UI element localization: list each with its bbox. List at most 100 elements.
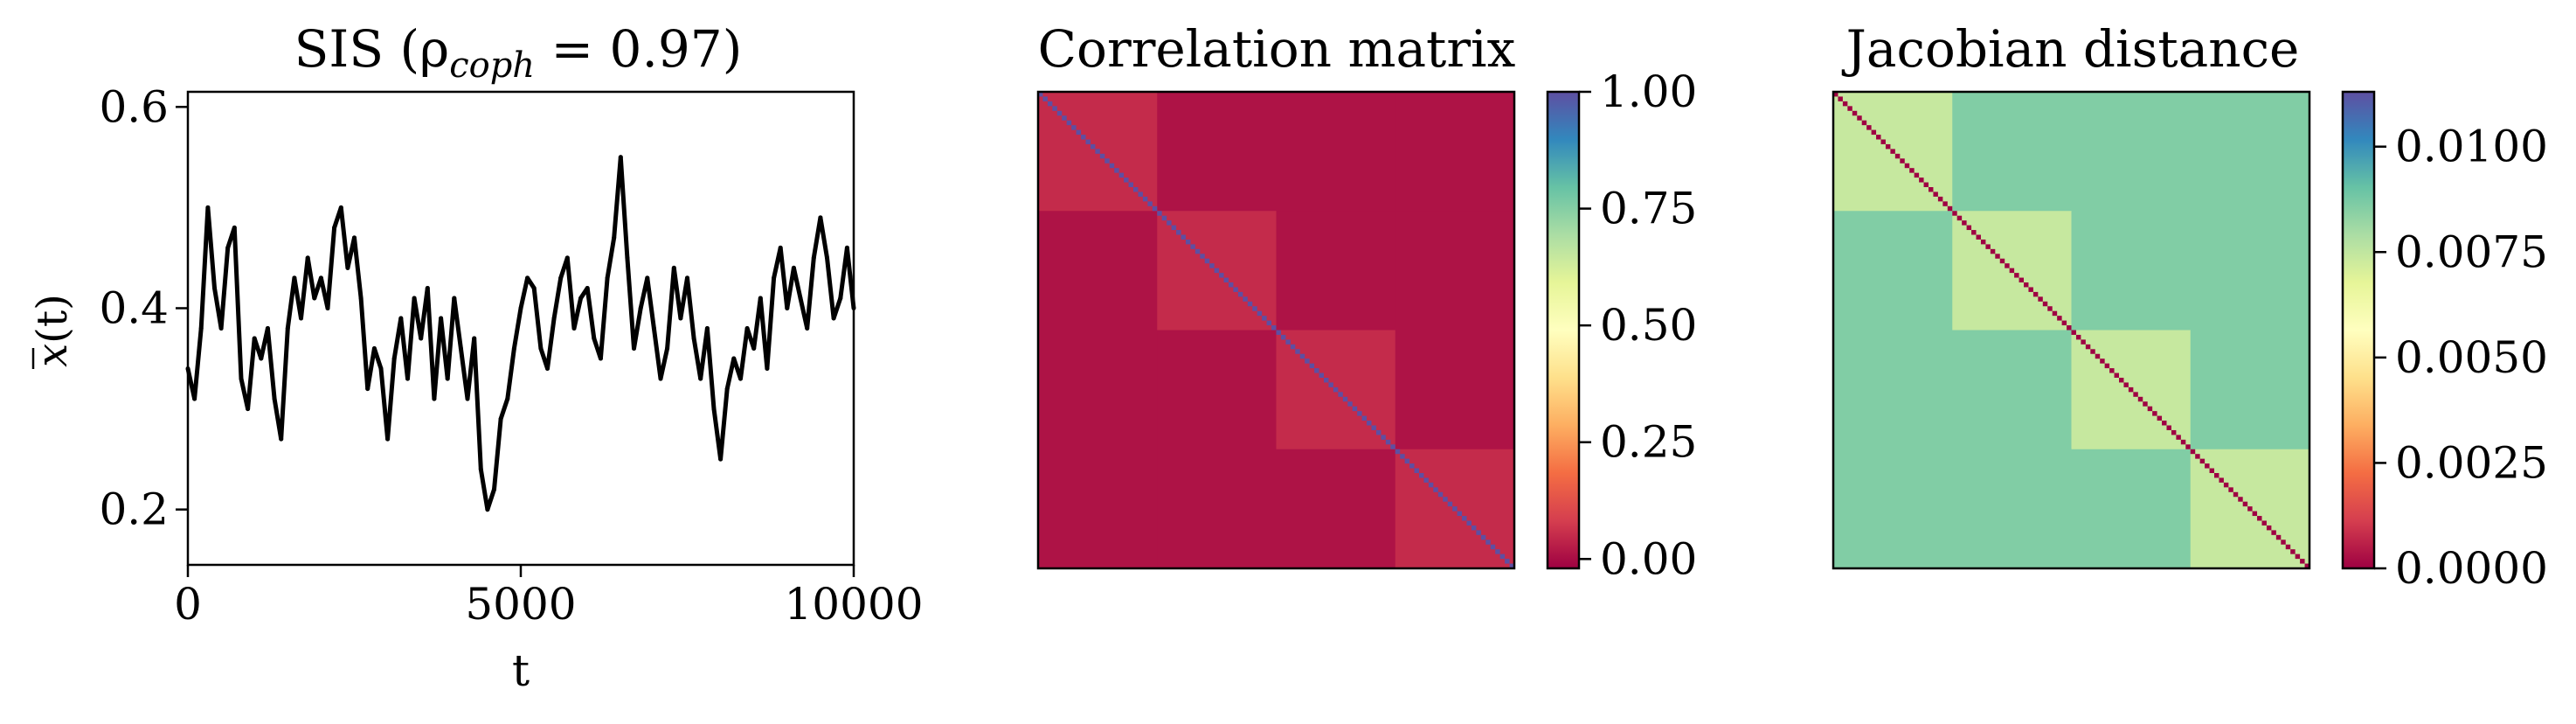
heatmap-block-cell: [1276, 211, 1396, 331]
heatmap-diagonal-cell: [2266, 525, 2272, 531]
heatmap-diagonal-cell: [1237, 291, 1243, 297]
heatmap-diagonal-cell: [1266, 320, 1272, 326]
heatmap-diagonal-cell: [1152, 205, 1158, 212]
heatmap-diagonal-cell: [2300, 559, 2305, 564]
heatmap-diagonal-cell: [1485, 540, 1491, 545]
heatmap-diagonal-cell: [1352, 406, 1358, 412]
heatmap-diagonal-cell: [1900, 158, 1905, 164]
heatmap-block-cell: [2190, 330, 2310, 450]
heatmap-diagonal-cell: [2038, 296, 2043, 302]
heatmap-diagonal-cell: [1176, 230, 1181, 235]
heatmap-diagonal-cell: [2081, 339, 2086, 345]
sis-data-point: [279, 436, 284, 442]
sis-plot-title: SIS (ρcoph = 0.97): [294, 19, 743, 86]
heatmap-diagonal-cell: [2152, 411, 2157, 416]
sis-data-point: [772, 275, 777, 281]
heatmap-diagonal-cell: [1214, 268, 1220, 274]
heatmap-diagonal-cell: [2100, 359, 2105, 364]
heatmap-diagonal-cell: [1466, 520, 1472, 526]
sis-data-point: [458, 346, 463, 351]
heatmap-diagonal-cell: [2024, 282, 2029, 288]
heatmap-diagonal-cell: [2067, 325, 2072, 331]
sis-data-point: [838, 296, 843, 301]
jacobian-colorbar-tick-label: 0.0000: [2395, 543, 2548, 594]
heatmap-diagonal-cell: [2247, 506, 2253, 512]
heatmap-diagonal-cell: [1433, 487, 1438, 492]
heatmap-diagonal-cell: [2119, 378, 2124, 383]
heatmap-diagonal-cell: [1076, 129, 1082, 136]
sis-data-point: [371, 346, 377, 351]
heatmap-block-cell: [1395, 92, 1515, 212]
sis-x-axis-label: t: [512, 645, 530, 696]
heatmap-diagonal-cell: [1285, 339, 1291, 345]
sis-data-point: [625, 255, 630, 261]
heatmap-diagonal-cell: [1471, 525, 1477, 531]
heatmap-block-cell: [2071, 449, 2192, 569]
sis-data-point: [632, 346, 636, 351]
heatmap-diagonal-cell: [1952, 211, 1957, 216]
heatmap-diagonal-cell: [2014, 273, 2019, 278]
jacobian-heatmap: [1833, 92, 2310, 569]
heatmap-diagonal-cell: [2271, 530, 2276, 535]
heatmap-block-cell: [2071, 92, 2192, 212]
heatmap-diagonal-cell: [1476, 530, 1481, 535]
heatmap-block-cell: [1952, 330, 2072, 450]
jacobian-colorbar-tick-label: 0.0100: [2395, 122, 2548, 172]
heatmap-diagonal-cell: [2176, 435, 2181, 440]
heatmap-diagonal-cell: [1452, 506, 1458, 512]
sis-x-tick-label: 0: [174, 579, 202, 630]
sis-data-point: [246, 407, 251, 412]
sis-data-point: [658, 376, 663, 381]
heatmap-diagonal-cell: [1375, 429, 1381, 435]
heatmap-diagonal-cell: [1047, 101, 1053, 107]
heatmap-diagonal-cell: [1857, 115, 1862, 121]
heatmap-block-cell: [1395, 330, 1515, 450]
heatmap-diagonal-cell: [1271, 325, 1277, 331]
jacobian-heatmap-frame: [1832, 90, 2311, 570]
heatmap-diagonal-cell: [2032, 291, 2039, 297]
sis-data-point: [651, 326, 656, 331]
heatmap-diagonal-cell: [2071, 330, 2076, 335]
heatmap-diagonal-cell: [2219, 477, 2224, 483]
heatmap-diagonal-cell: [1404, 458, 1410, 464]
heatmap-diagonal-cell: [1204, 258, 1210, 264]
sis-data-point: [318, 275, 323, 281]
heatmap-diagonal-cell: [1890, 149, 1895, 154]
heatmap-diagonal-cell: [1428, 482, 1434, 488]
heatmap-diagonal-cell: [1390, 444, 1395, 449]
jacobian-colorbar: [2341, 90, 2376, 570]
correlation-heatmap: [1038, 92, 1515, 569]
heatmap-diagonal-cell: [2295, 553, 2301, 560]
heatmap-diagonal-cell: [1147, 201, 1153, 206]
sis-data-point: [412, 296, 417, 301]
sis-data-point: [439, 316, 444, 321]
sis-data-point: [645, 275, 650, 281]
heatmap-diagonal-cell: [1866, 125, 1872, 130]
heatmap-diagonal-cell: [1423, 477, 1429, 483]
heatmap-diagonal-cell: [1838, 96, 1843, 101]
heatmap-diagonal-cell: [2157, 415, 2163, 421]
heatmap-diagonal-cell: [1243, 296, 1248, 302]
sis-data-point: [239, 376, 244, 381]
heatmap-diagonal-cell: [1314, 368, 1319, 373]
heatmap-diagonal-cell: [2104, 363, 2110, 369]
sis-data-point: [265, 326, 270, 331]
heatmap-block-cell: [1276, 449, 1396, 569]
heatmap-block-cell: [1833, 449, 1953, 569]
heatmap-diagonal-cell: [1181, 234, 1186, 240]
heatmap-diagonal-cell: [1357, 411, 1362, 416]
heatmap-diagonal-cell: [1995, 254, 2000, 259]
heatmap-diagonal-cell: [1200, 254, 1205, 259]
sis-data-point: [425, 286, 430, 290]
correlation-colorbar-ticks: 0.00 0.25 0.50 0.75 1.00: [1579, 66, 1697, 584]
heatmap-diagonal-cell: [1894, 153, 1901, 159]
sis-data-point: [558, 275, 564, 281]
heatmap-diagonal-cell: [2085, 344, 2091, 350]
sis-data-point: [272, 396, 277, 401]
jacobian-distance-panel: Jacobian distance 0.00000.00250.00500.00…: [1832, 19, 2548, 594]
heatmap-diagonal-cell: [1342, 396, 1348, 402]
heatmap-diagonal-cell: [1042, 96, 1048, 101]
heatmap-diagonal-cell: [1195, 248, 1201, 254]
heatmap-diagonal-cell: [1976, 234, 1981, 240]
heatmap-diagonal-cell: [1395, 449, 1401, 455]
